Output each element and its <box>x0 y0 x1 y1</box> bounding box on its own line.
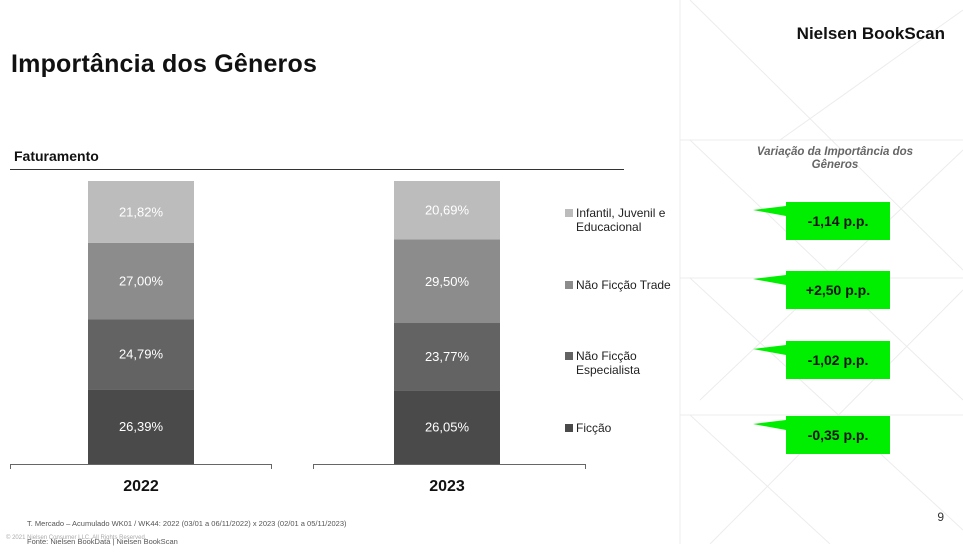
bg-line-5 <box>689 139 963 401</box>
page-title: Importância dos Gêneros <box>11 50 318 78</box>
bg-line-4 <box>689 0 963 271</box>
bg-line-7 <box>689 414 831 544</box>
data-label-2022-2: 27,00% <box>119 273 164 288</box>
variation-value: +2,50 p.p. <box>805 282 871 298</box>
data-label-2023-2: 29,50% <box>425 274 470 289</box>
footnote: T. Mercado – Acumulado WK01 / WK44: 2022… <box>27 510 347 555</box>
callout-shape <box>753 416 890 454</box>
variation-value: -1,14 p.p. <box>807 213 869 229</box>
variation-title: Variação da Importância dos Gêneros <box>756 146 914 171</box>
variation-badge-2: -1,02 p.p. <box>748 341 898 385</box>
category-label-2023: 2023 <box>429 478 465 495</box>
bar-segment-2022-1 <box>88 319 194 390</box>
section-divider <box>10 169 624 170</box>
legend-swatch-2 <box>565 352 573 360</box>
footnote-line-1: T. Mercado – Acumulado WK01 / WK44: 2022… <box>27 519 347 528</box>
legend-swatch-1 <box>565 281 573 289</box>
legend-group: Infantil, Juvenil e Educacional Não Ficção… <box>565 206 671 435</box>
variation-badge-1: +2,50 p.p. <box>748 271 898 315</box>
bar-segment-2023-3 <box>394 180 500 240</box>
callout-shape <box>753 341 890 379</box>
bar-segment-2022-3 <box>88 181 194 243</box>
bar-segment-2022-2 <box>88 242 194 320</box>
bg-line-6 <box>689 277 963 531</box>
decorative-background-lines <box>679 0 963 544</box>
footnote-line-2: Fonte: Nielsen BookData | Nielsen BookSc… <box>27 537 178 546</box>
variation-badge-0: -1,14 p.p. <box>748 202 898 246</box>
legend-swatch-3 <box>565 424 573 432</box>
data-label-2022-3: 21,82% <box>119 204 164 219</box>
data-label-2023-3: 20,69% <box>425 203 470 218</box>
legend-label-0: Infantil, Juvenil e Educacional <box>576 206 666 234</box>
variation-badge-3: -0,35 p.p. <box>748 416 898 460</box>
page-number: 9 <box>937 510 944 524</box>
section-label: Faturamento <box>14 148 99 164</box>
data-label-2022-1: 24,79% <box>119 347 164 362</box>
legend-label-3: Ficção <box>576 421 612 435</box>
bar-segment-2023-2 <box>394 239 500 324</box>
variation-value: -0,35 p.p. <box>807 427 869 443</box>
data-label-2023-1: 23,77% <box>425 349 470 364</box>
brand-logo-text: Nielsen BookScan <box>796 24 945 43</box>
bar-segment-2022-0 <box>88 389 194 464</box>
copyright: © 2021 Nielsen Consumer LLC. All Rights … <box>6 535 147 541</box>
data-label-2023-0: 26,05% <box>425 420 470 435</box>
axes-group: 2022 2023 <box>10 464 586 495</box>
category-label-2022: 2022 <box>123 478 159 495</box>
bg-line-8 <box>779 9 963 141</box>
legend-label-2: Não Ficção Especialista <box>576 349 640 377</box>
bars-group: 26,39% 24,79% 27,00% 21,82% 26,05% 23,77% 29,5… <box>88 180 500 464</box>
callout-shape <box>753 271 890 309</box>
bar-segment-2023-1 <box>394 323 500 391</box>
callout-shape <box>753 202 890 240</box>
variation-value: -1,02 p.p. <box>807 352 869 368</box>
legend-label-1: Não Ficção Trade <box>576 278 671 292</box>
bar-segment-2023-0 <box>394 390 500 464</box>
legend-swatch-0 <box>565 209 573 217</box>
data-label-2022-0: 26,39% <box>119 419 164 434</box>
